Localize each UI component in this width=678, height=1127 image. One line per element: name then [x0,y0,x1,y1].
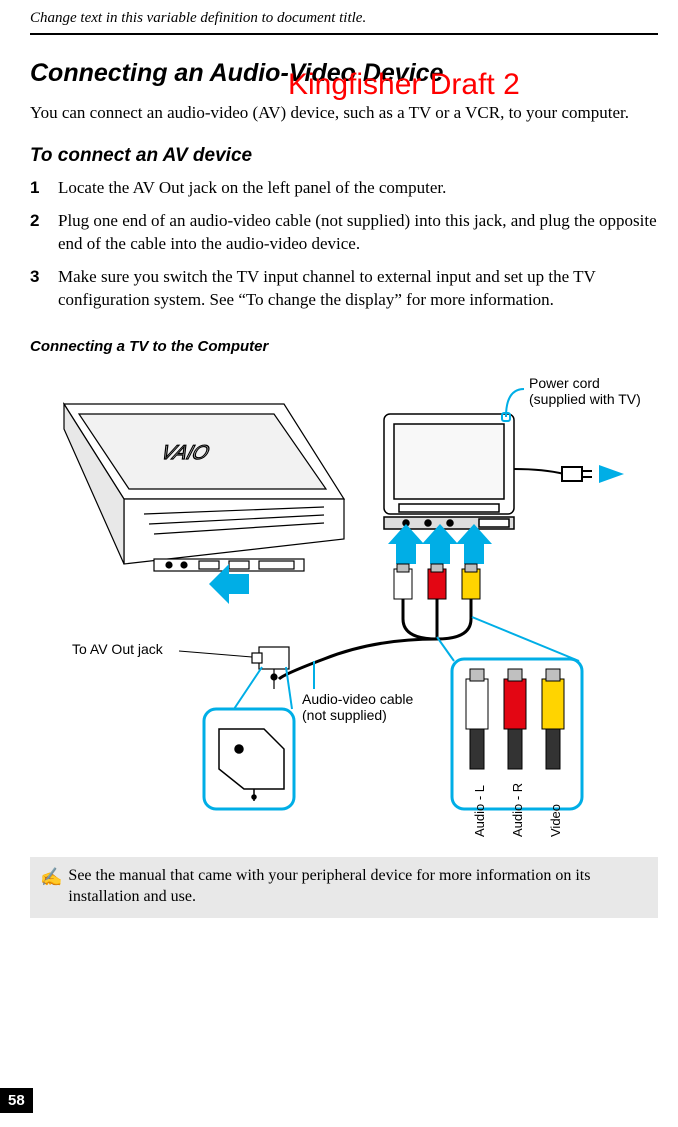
label-audio-l: Audio - L [472,785,487,837]
label-av-out: To AV Out jack [72,641,163,658]
step-text: Plug one end of an audio-video cable (no… [58,210,658,256]
label-video: Video [548,804,563,837]
steps-list: 1 Locate the AV Out jack on the left pan… [30,177,658,312]
label-power-cord: Power cord (supplied with TV) [529,375,641,409]
label-audio-r: Audio - R [510,782,525,836]
tv-input-arrows [388,524,492,564]
power-cord [514,467,592,481]
svg-text:VAIO: VAIO [158,441,212,463]
step-number: 1 [30,177,58,200]
step-text: Make sure you switch the TV input channe… [58,266,658,312]
note-box: ✍ See the manual that came with your per… [30,857,658,918]
intro-paragraph: You can connect an audio-video (AV) devi… [30,102,658,125]
rca-detail [466,669,564,769]
watermark-text: Kingfisher Draft 2 [288,68,520,102]
page-number: 58 [0,1088,33,1113]
tv-icon [384,414,514,529]
step-number: 3 [30,266,58,312]
av-cable [279,599,471,679]
header-variable-text: Change text in this variable definition … [30,10,658,33]
diagram-svg: VAIO [34,369,654,839]
step-text: Locate the AV Out jack on the left panel… [58,177,658,200]
section-heading: To connect an AV device [30,145,658,167]
step-number: 2 [30,210,58,256]
note-text: See the manual that came with your perip… [68,865,648,908]
step-item: 1 Locate the AV Out jack on the left pan… [30,177,658,200]
header-rule [30,33,658,35]
step-item: 3 Make sure you switch the TV input chan… [30,266,658,312]
diagram-caption: Connecting a TV to the Computer [30,338,658,355]
rca-connectors-top [394,564,480,599]
connection-diagram: VAIO [34,369,654,839]
av-out-plug [209,564,289,689]
laptop-icon: VAIO [64,404,344,571]
label-av-cable: Audio-video cable (not supplied) [302,691,413,725]
arrow-icon [599,465,624,483]
step-item: 2 Plug one end of an audio-video cable (… [30,210,658,256]
pencil-icon: ✍ [40,865,62,908]
